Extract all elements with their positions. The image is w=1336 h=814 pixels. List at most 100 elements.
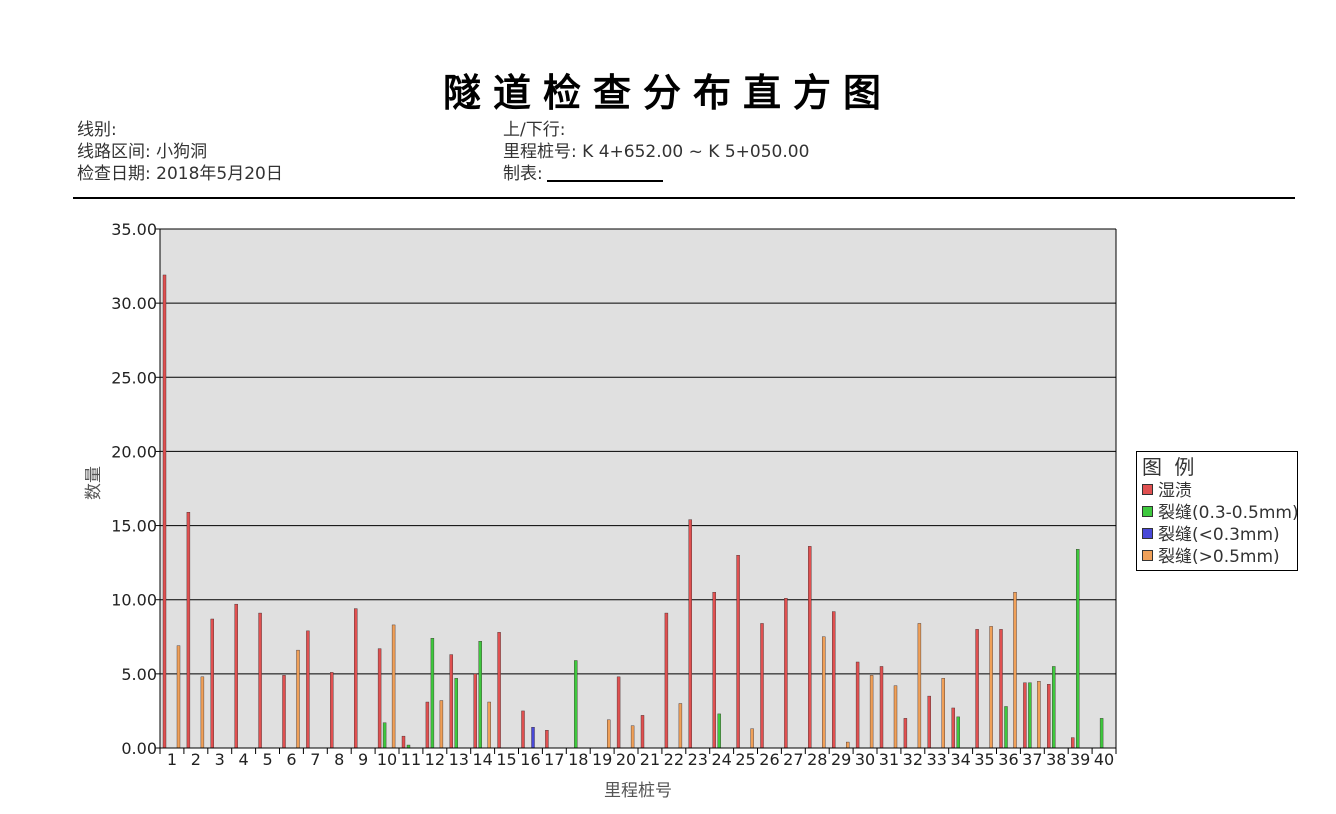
bar (439, 700, 444, 749)
bar (903, 718, 908, 749)
bar (893, 685, 898, 749)
bar (1070, 737, 1075, 749)
report-meta-right: 上/下行: 里程桩号: K 4+652.00 ~ K 5+050.00 制表: (503, 119, 809, 185)
bar (449, 654, 453, 749)
x-axis-title: 里程桩号 (604, 781, 672, 801)
bar (497, 632, 501, 749)
legend-label-crack-small: 裂缝(<0.3mm) (1158, 525, 1280, 545)
bar (917, 623, 922, 749)
bar (717, 713, 721, 749)
bar (989, 626, 993, 749)
bar (1013, 592, 1017, 749)
x-tick-label: 29 (831, 750, 851, 769)
bar (822, 636, 826, 749)
bar (999, 629, 1003, 749)
x-tick-label: 37 (1022, 750, 1042, 769)
bar (200, 676, 205, 749)
y-tick-label: 30.00 (111, 294, 157, 313)
legend-item-crack-large: 裂缝(>0.5mm) (1142, 546, 1297, 568)
bar (941, 678, 945, 749)
date-value: 2018年5月20日 (156, 164, 283, 184)
bar (808, 546, 812, 749)
x-tick-label: 26 (759, 750, 779, 769)
y-tick-label: 25.00 (111, 368, 157, 387)
bar (176, 645, 181, 749)
x-tick-label: 19 (592, 750, 612, 769)
bar (1037, 681, 1041, 749)
x-tick-label: 11 (401, 750, 421, 769)
mileage-value: K 4+652.00 ~ K 5+050.00 (582, 142, 810, 162)
x-tick-label: 5 (262, 750, 272, 769)
x-tick-label: 2 (191, 750, 201, 769)
bar (531, 727, 535, 749)
bar (869, 675, 874, 749)
legend-label-damp: 湿渍 (1158, 481, 1192, 501)
maker-label: 制表: (503, 164, 543, 184)
date-row: 检查日期: 2018年5月20日 (77, 163, 283, 185)
bar (760, 623, 764, 749)
header-divider (73, 197, 1295, 199)
x-tick-label: 6 (286, 750, 296, 769)
y-tick-label: 20.00 (111, 442, 157, 461)
date-label: 检查日期: (77, 164, 151, 184)
y-tick-label: 15.00 (111, 517, 157, 536)
y-tick-label: 0.00 (121, 739, 157, 758)
x-tick-label: 25 (735, 750, 755, 769)
bar (210, 618, 215, 749)
bar (832, 611, 836, 749)
x-tick-label: 33 (927, 750, 947, 769)
x-tick-label: 40 (1094, 750, 1114, 769)
x-tick-label: 1 (167, 750, 177, 769)
x-tick-label: 39 (1070, 750, 1090, 769)
legend-swatch-crack-large (1142, 550, 1153, 561)
bar (401, 735, 406, 749)
maker-signature-line (546, 164, 663, 182)
report-meta-left: 线别: 线路区间: 小狗洞 检查日期: 2018年5月20日 (77, 119, 283, 185)
bar (1023, 682, 1027, 749)
bar (545, 730, 549, 749)
bar (1099, 718, 1104, 749)
report-title: 隧道检查分布直方图 (442, 71, 893, 115)
bar (282, 675, 286, 749)
x-tick-label: 21 (640, 750, 660, 769)
maker-row: 制表: (503, 163, 809, 185)
bar (607, 719, 611, 749)
section-label: 线路区间: (77, 142, 151, 162)
bar (664, 612, 669, 749)
line-label: 线别: (77, 120, 117, 140)
bar (186, 512, 191, 749)
x-tick-label: 20 (616, 750, 636, 769)
bar (425, 701, 430, 749)
x-tick-label: 7 (310, 750, 320, 769)
legend-title: 图 例 (1142, 455, 1198, 479)
x-tick-label: 15 (496, 750, 516, 769)
legend-item-crack-small: 裂缝(<0.3mm) (1142, 524, 1297, 546)
bar (846, 741, 850, 749)
bar (391, 624, 396, 749)
bar (678, 703, 683, 749)
bar (712, 592, 716, 749)
y-axis-title: 数量 (84, 466, 104, 500)
bar (975, 629, 979, 749)
mileage-row: 里程桩号: K 4+652.00 ~ K 5+050.00 (503, 141, 809, 163)
x-tick-label: 31 (879, 750, 899, 769)
x-tick-label: 10 (377, 750, 397, 769)
x-tick-label: 3 (215, 750, 225, 769)
bar (616, 676, 621, 749)
x-tick-label: 18 (568, 750, 588, 769)
x-tick-label: 8 (334, 750, 344, 769)
legend-item-damp: 湿渍 (1142, 480, 1297, 502)
direction-row: 上/下行: (503, 119, 809, 141)
legend-item-crack-medium: 裂缝(0.3-0.5mm) (1142, 502, 1299, 524)
bar (330, 672, 334, 749)
bar (306, 630, 310, 749)
bar (487, 701, 491, 749)
bar (1004, 706, 1008, 749)
x-tick-label: 17 (544, 750, 564, 769)
line-row: 线别: (77, 119, 283, 141)
bar (736, 555, 740, 749)
x-tick-label: 38 (1046, 750, 1066, 769)
direction-label: 上/下行: (503, 120, 566, 140)
bar (478, 641, 482, 749)
bar (640, 715, 645, 749)
